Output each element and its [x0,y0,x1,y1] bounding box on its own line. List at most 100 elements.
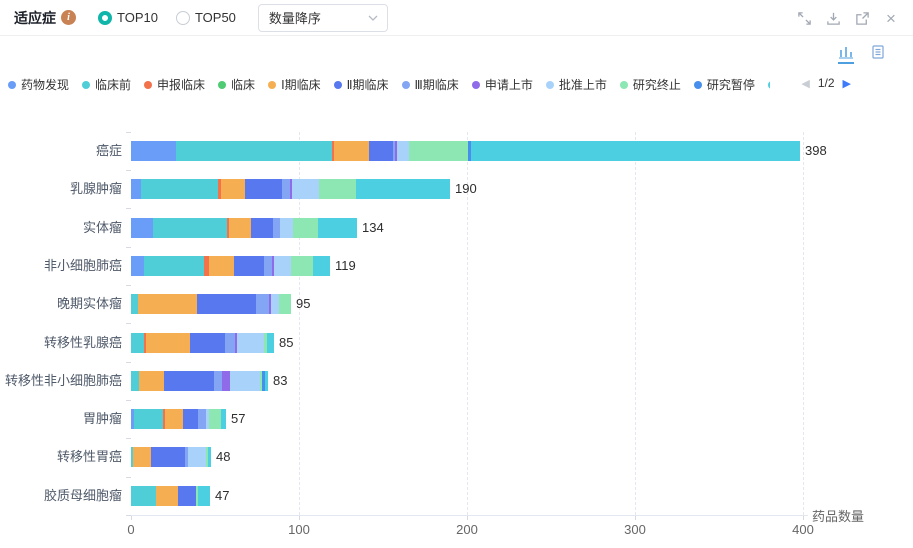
external-link-icon[interactable] [854,10,870,26]
bar-segment[interactable] [471,141,800,161]
bar-segment[interactable] [292,179,319,200]
bar-segment[interactable] [197,294,256,315]
bar-segment[interactable] [269,294,271,315]
close-icon[interactable]: × [886,8,896,28]
bar-segment[interactable] [262,370,265,391]
bar-segment[interactable] [131,294,138,315]
bar-segment[interactable] [144,255,204,276]
legend-item-研究暂停[interactable]: 研究暂停 [693,76,755,93]
legend-next-icon[interactable]: ▶ [842,77,851,90]
bar-segment[interactable] [272,255,274,276]
bar-segment[interactable] [138,294,197,315]
bar-segment[interactable] [290,179,292,200]
download-icon[interactable] [825,10,841,26]
bar-segment[interactable] [198,409,206,430]
bar-segment[interactable] [221,409,226,430]
bar-segment[interactable] [214,370,222,391]
bar-segment[interactable] [395,141,397,161]
bar-segment[interactable] [468,141,471,161]
bar-segment[interactable] [183,409,198,430]
bar-segment[interactable] [271,294,279,315]
bar-segment[interactable] [279,294,291,315]
bar-segment[interactable] [206,409,209,430]
bar-segment[interactable] [164,370,214,391]
bar-segment[interactable] [222,370,230,391]
bar-segment[interactable] [251,217,273,238]
bar-segment[interactable] [267,332,274,353]
bar-segment[interactable] [369,141,393,161]
bar-chart-view-icon[interactable] [837,44,855,64]
bar-segment[interactable] [318,217,357,238]
bar-segment[interactable] [185,447,188,468]
bar-segment[interactable] [256,294,269,315]
bar-segment[interactable] [245,179,282,200]
bar-segment[interactable] [282,179,290,200]
legend-item-药物发现[interactable]: 药物发现 [8,76,69,93]
bar-segment[interactable] [264,332,267,353]
legend-prev-icon[interactable]: ◀ [801,77,810,90]
bar-segment[interactable] [293,217,318,238]
bar-segment[interactable] [178,485,196,506]
bar-segment[interactable] [133,447,151,468]
bar-segment[interactable] [409,141,468,161]
bar-segment[interactable] [176,141,332,161]
bar-segment[interactable] [131,447,133,468]
bar-segment[interactable] [139,370,164,391]
sort-dropdown[interactable]: 数量降序 [257,3,388,32]
bar-segment[interactable] [393,141,395,161]
table-view-icon[interactable] [869,44,887,64]
bar-segment[interactable] [196,485,198,506]
bar-segment[interactable] [153,217,227,238]
bar-segment[interactable] [229,217,251,238]
bar-segment[interactable] [356,179,450,200]
bar-segment[interactable] [397,141,409,161]
bar-segment[interactable] [188,447,206,468]
bar-segment[interactable] [134,409,163,430]
bar-segment[interactable] [131,217,153,238]
legend-item-Ⅱ期临床[interactable]: Ⅱ期临床 [333,76,389,93]
legend-item-clipped[interactable] [767,76,770,93]
legend-item-Ⅰ期临床[interactable]: Ⅰ期临床 [268,76,321,93]
legend-item-申报临床[interactable]: 申报临床 [144,76,205,93]
bar-segment[interactable] [131,332,144,353]
legend-item-批准上市[interactable]: 批准上市 [545,76,607,93]
bar-segment[interactable] [264,255,272,276]
legend-item-临床前[interactable]: 临床前 [82,76,131,93]
bar-segment[interactable] [131,409,134,430]
bar-segment[interactable] [131,141,176,161]
legend-item-申请上市[interactable]: 申请上市 [471,76,533,93]
bar-segment[interactable] [221,179,245,200]
bar-segment[interactable] [131,485,156,506]
bar-segment[interactable] [218,179,221,200]
radio-top50[interactable]: TOP50 [175,10,236,25]
bar-segment[interactable] [234,255,264,276]
fullscreen-icon[interactable] [796,10,812,26]
legend-item-Ⅲ期临床[interactable]: Ⅲ期临床 [401,76,459,93]
radio-top10[interactable]: TOP10 [98,10,158,25]
bar-segment[interactable] [206,447,208,468]
bar-segment[interactable] [274,255,291,276]
bar-segment[interactable] [334,141,369,161]
bar-segment[interactable] [141,179,218,200]
bar-segment[interactable] [198,485,210,506]
bar-segment[interactable] [227,217,229,238]
bar-segment[interactable] [204,255,209,276]
bar-segment[interactable] [131,179,141,200]
bar-segment[interactable] [332,141,334,161]
info-icon[interactable]: i [61,10,76,25]
bar-segment[interactable] [225,332,235,353]
bar-segment[interactable] [209,409,221,430]
bar-segment[interactable] [163,409,165,430]
bar-segment[interactable] [319,179,356,200]
bar-segment[interactable] [146,332,190,353]
bar-segment[interactable] [230,370,260,391]
legend-item-研究终止[interactable]: 研究终止 [619,76,681,93]
bar-segment[interactable] [235,332,237,353]
bar-segment[interactable] [144,332,146,353]
bar-segment[interactable] [265,370,268,391]
bar-segment[interactable] [313,255,330,276]
bar-segment[interactable] [237,332,264,353]
bar-segment[interactable] [208,447,211,468]
bar-segment[interactable] [165,409,183,430]
bar-segment[interactable] [273,217,280,238]
